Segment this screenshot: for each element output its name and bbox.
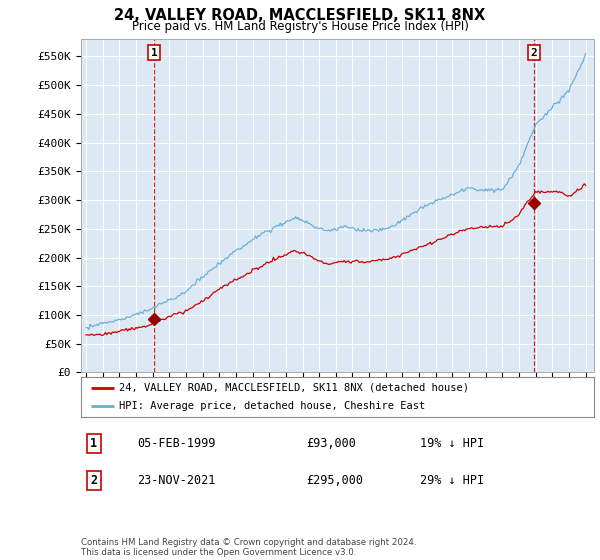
- Text: £295,000: £295,000: [307, 474, 364, 487]
- Text: 1: 1: [90, 437, 97, 450]
- Text: 2: 2: [90, 474, 97, 487]
- Text: 24, VALLEY ROAD, MACCLESFIELD, SK11 8NX: 24, VALLEY ROAD, MACCLESFIELD, SK11 8NX: [115, 8, 485, 24]
- Text: £93,000: £93,000: [307, 437, 356, 450]
- Text: 2: 2: [530, 48, 538, 58]
- Text: Price paid vs. HM Land Registry's House Price Index (HPI): Price paid vs. HM Land Registry's House …: [131, 20, 469, 33]
- Text: 19% ↓ HPI: 19% ↓ HPI: [419, 437, 484, 450]
- Text: 1: 1: [151, 48, 158, 58]
- Text: 23-NOV-2021: 23-NOV-2021: [137, 474, 216, 487]
- Text: 05-FEB-1999: 05-FEB-1999: [137, 437, 216, 450]
- Text: 24, VALLEY ROAD, MACCLESFIELD, SK11 8NX (detached house): 24, VALLEY ROAD, MACCLESFIELD, SK11 8NX …: [119, 383, 469, 393]
- Text: 29% ↓ HPI: 29% ↓ HPI: [419, 474, 484, 487]
- Text: Contains HM Land Registry data © Crown copyright and database right 2024.
This d: Contains HM Land Registry data © Crown c…: [81, 538, 416, 557]
- Text: HPI: Average price, detached house, Cheshire East: HPI: Average price, detached house, Ches…: [119, 402, 426, 411]
